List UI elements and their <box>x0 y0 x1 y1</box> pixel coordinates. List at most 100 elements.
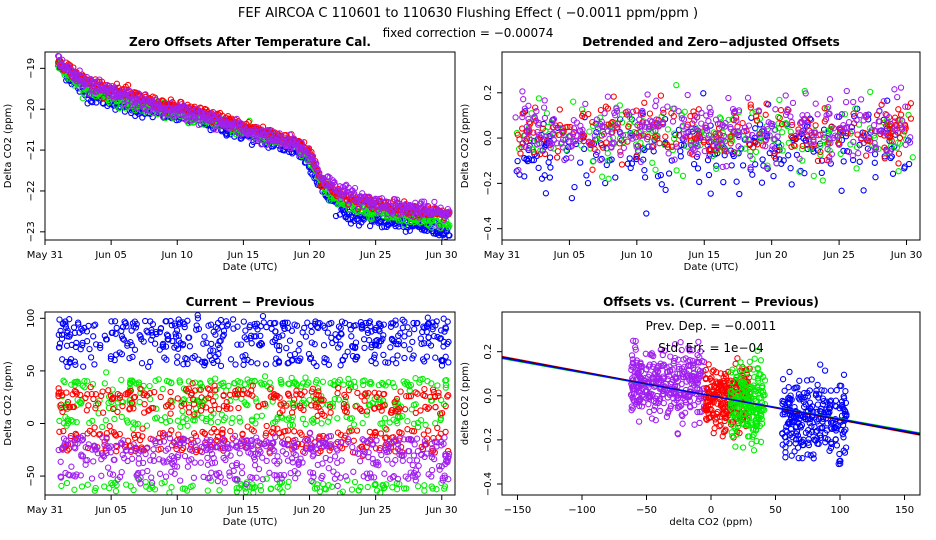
point-red <box>167 410 174 417</box>
point-green <box>673 167 680 174</box>
point-purple <box>842 98 850 106</box>
point-purple <box>686 150 694 157</box>
point-green <box>365 401 373 409</box>
point-blue <box>174 345 182 352</box>
point-blue <box>227 356 235 363</box>
point-purple <box>231 432 239 440</box>
point-blue <box>234 323 241 330</box>
point-purple <box>828 151 836 158</box>
point-green <box>306 396 313 404</box>
point-red <box>625 123 632 130</box>
point-blue <box>58 335 66 342</box>
point-purple <box>717 120 724 128</box>
point-purple <box>731 107 739 115</box>
point-green <box>817 142 824 150</box>
point-blue <box>406 330 413 337</box>
point-red <box>139 425 146 432</box>
point-purple <box>255 465 263 473</box>
point-purple <box>782 111 790 119</box>
point-blue <box>200 340 207 347</box>
x-axis-label: Date (UTC) <box>223 262 278 273</box>
point-purple <box>139 459 147 467</box>
point-blue <box>445 359 452 366</box>
point-blue <box>79 339 86 347</box>
point-blue <box>256 342 264 349</box>
point-purple <box>405 447 412 455</box>
point-blue <box>128 327 135 334</box>
point-purple <box>316 434 323 442</box>
point-blue <box>598 155 605 163</box>
point-blue <box>195 356 202 363</box>
point-blue <box>905 160 913 168</box>
point-purple <box>59 446 66 453</box>
point-purple <box>627 133 634 140</box>
point-blue <box>203 339 210 346</box>
point-blue <box>372 326 379 334</box>
point-purple <box>166 435 174 442</box>
point-purple <box>327 432 335 440</box>
point-purple <box>167 100 175 107</box>
point-green <box>535 95 543 102</box>
point-blue <box>818 169 825 177</box>
point-purple <box>425 471 432 478</box>
point-purple <box>91 442 98 449</box>
point-purple <box>244 442 252 450</box>
point-blue <box>901 165 908 172</box>
point-purple <box>826 136 833 143</box>
point-red <box>517 150 524 157</box>
point-purple <box>310 451 317 458</box>
point-purple <box>55 446 62 454</box>
point-red <box>178 402 185 409</box>
point-red <box>308 402 315 409</box>
x-tick-label: Jun 30 <box>890 250 923 261</box>
point-green <box>130 425 137 432</box>
point-blue <box>433 318 440 325</box>
point-purple <box>346 197 353 204</box>
point-purple <box>277 472 284 479</box>
point-purple <box>223 443 230 450</box>
point-blue <box>165 336 172 343</box>
point-purple <box>148 474 155 481</box>
point-purple <box>72 439 79 447</box>
point-purple <box>182 103 189 110</box>
point-blue <box>627 164 634 172</box>
point-red <box>401 406 409 413</box>
point-purple <box>679 122 686 129</box>
point-green <box>620 138 627 146</box>
point-purple <box>408 437 415 444</box>
point-green <box>291 379 299 386</box>
point-purple <box>620 144 628 152</box>
point-purple <box>399 457 406 464</box>
point-green <box>658 113 665 120</box>
point-blue <box>247 332 255 339</box>
point-purple <box>372 459 379 466</box>
point-blue <box>337 362 344 369</box>
point-green <box>709 152 716 160</box>
point-green <box>416 379 423 386</box>
point-red <box>437 430 444 437</box>
point-red <box>290 396 298 403</box>
point-purple <box>303 444 311 451</box>
point-blue <box>313 362 320 370</box>
point-blue <box>344 348 351 355</box>
point-purple <box>520 132 528 139</box>
point-green <box>434 382 441 389</box>
point-purple <box>135 90 142 97</box>
point-purple <box>826 110 833 117</box>
point-purple <box>306 429 314 436</box>
point-green <box>394 420 401 427</box>
point-blue <box>229 316 237 323</box>
point-purple <box>705 117 712 125</box>
point-green <box>589 122 597 130</box>
point-purple <box>326 456 334 463</box>
point-purple <box>253 434 260 441</box>
point-blue <box>427 342 435 349</box>
point-red <box>249 382 256 389</box>
point-green <box>207 419 215 426</box>
point-red <box>318 397 325 404</box>
point-blue <box>254 360 261 367</box>
point-red <box>746 140 753 147</box>
point-green <box>817 151 824 158</box>
point-purple <box>170 111 177 118</box>
point-blue <box>547 164 554 171</box>
